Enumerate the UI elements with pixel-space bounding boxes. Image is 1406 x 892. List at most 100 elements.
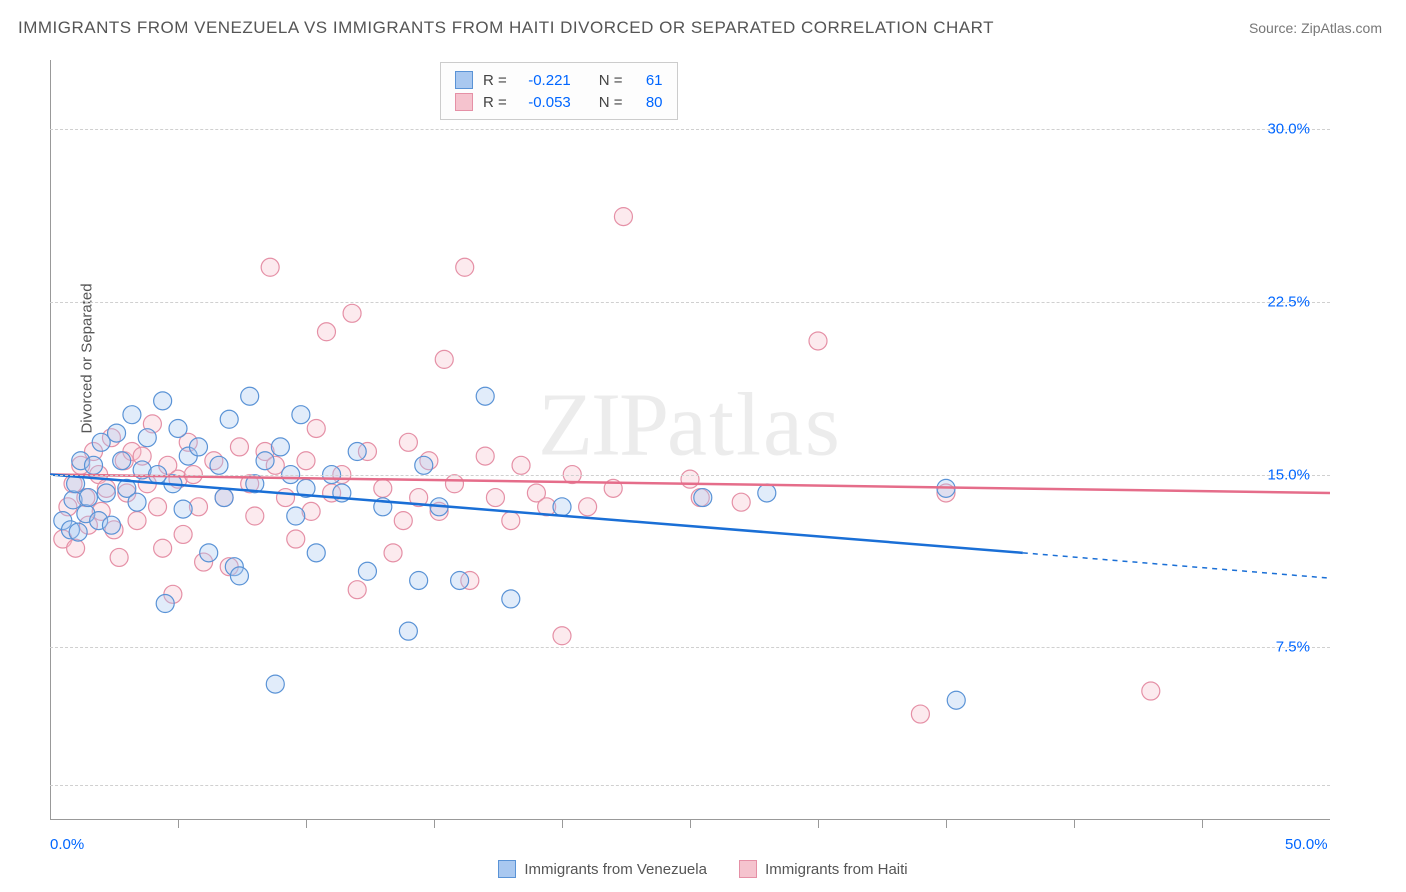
data-point: [292, 406, 310, 424]
data-point: [502, 590, 520, 608]
data-point: [174, 525, 192, 543]
data-point: [69, 523, 87, 541]
x-tick-mark: [946, 820, 947, 828]
data-point: [110, 548, 128, 566]
y-tick-label: 22.5%: [1267, 293, 1310, 310]
x-tick-mark: [434, 820, 435, 828]
n-value-venezuela: 61: [633, 72, 663, 89]
r-label: R =: [483, 72, 507, 89]
data-point: [271, 438, 289, 456]
data-point: [97, 484, 115, 502]
data-point: [758, 484, 776, 502]
data-point: [220, 410, 238, 428]
chart-title: IMMIGRANTS FROM VENEZUELA VS IMMIGRANTS …: [18, 18, 994, 38]
data-point: [502, 512, 520, 530]
data-point: [579, 498, 597, 516]
data-point: [241, 387, 259, 405]
data-point: [358, 562, 376, 580]
data-point: [348, 581, 366, 599]
data-point: [200, 544, 218, 562]
swatch-haiti: [455, 93, 473, 111]
data-point: [128, 512, 146, 530]
x-tick-mark: [690, 820, 691, 828]
data-point: [174, 500, 192, 518]
data-point: [394, 512, 412, 530]
plot-area: ZIPatlas R = -0.221 N = 61 R = -0.053 N …: [50, 60, 1330, 820]
data-point: [343, 304, 361, 322]
data-point: [348, 443, 366, 461]
data-point: [911, 705, 929, 723]
data-point: [399, 622, 417, 640]
data-point: [102, 516, 120, 534]
data-point: [277, 489, 295, 507]
gridline: [50, 647, 1330, 648]
r-value-venezuela: -0.221: [517, 72, 571, 89]
data-point: [512, 456, 530, 474]
swatch-haiti-legend: [739, 860, 757, 878]
data-point: [614, 208, 632, 226]
data-point: [85, 456, 103, 474]
data-point: [435, 350, 453, 368]
data-point: [123, 406, 141, 424]
legend-item-venezuela: Immigrants from Venezuela: [498, 860, 707, 878]
data-point: [732, 493, 750, 511]
data-point: [287, 530, 305, 548]
x-tick-mark: [178, 820, 179, 828]
gridline: [50, 475, 1330, 476]
stats-row-venezuela: R = -0.221 N = 61: [455, 69, 663, 91]
data-point: [307, 419, 325, 437]
data-point: [307, 544, 325, 562]
y-tick-label: 7.5%: [1276, 639, 1310, 656]
data-point: [297, 452, 315, 470]
r-label: R =: [483, 94, 507, 111]
data-point: [154, 539, 172, 557]
data-point: [451, 571, 469, 589]
data-point: [210, 456, 228, 474]
data-point: [476, 447, 494, 465]
data-point: [67, 539, 85, 557]
gridline: [50, 302, 1330, 303]
x-tick-label: 0.0%: [50, 836, 84, 853]
data-point: [384, 544, 402, 562]
x-tick-mark: [818, 820, 819, 828]
n-value-haiti: 80: [633, 94, 663, 111]
data-point: [399, 433, 417, 451]
data-point: [156, 595, 174, 613]
data-point: [694, 489, 712, 507]
data-point: [246, 507, 264, 525]
data-point: [79, 489, 97, 507]
data-point: [287, 507, 305, 525]
data-point: [445, 475, 463, 493]
data-point: [149, 498, 167, 516]
source-attribution: Source: ZipAtlas.com: [1249, 20, 1382, 36]
data-point: [154, 392, 172, 410]
x-tick-mark: [1074, 820, 1075, 828]
data-point: [317, 323, 335, 341]
data-point: [128, 493, 146, 511]
data-point: [108, 424, 126, 442]
data-point: [261, 258, 279, 276]
gridline: [50, 129, 1330, 130]
correlation-stats-box: R = -0.221 N = 61 R = -0.053 N = 80: [440, 62, 678, 120]
swatch-venezuela: [455, 71, 473, 89]
trend-line-venezuela-dashed: [1023, 553, 1330, 578]
data-point: [410, 571, 428, 589]
data-point: [230, 567, 248, 585]
data-point: [476, 387, 494, 405]
data-point: [138, 429, 156, 447]
legend-label-haiti: Immigrants from Haiti: [765, 861, 908, 878]
data-point: [215, 489, 233, 507]
legend-item-haiti: Immigrants from Haiti: [739, 860, 908, 878]
data-point: [681, 470, 699, 488]
data-point: [256, 452, 274, 470]
data-point: [266, 675, 284, 693]
x-tick-mark: [1202, 820, 1203, 828]
data-point: [415, 456, 433, 474]
r-value-haiti: -0.053: [517, 94, 571, 111]
data-point: [230, 438, 248, 456]
data-point: [374, 479, 392, 497]
scatter-svg: [50, 60, 1330, 820]
x-tick-mark: [562, 820, 563, 828]
swatch-venezuela-legend: [498, 860, 516, 878]
y-tick-label: 15.0%: [1267, 466, 1310, 483]
